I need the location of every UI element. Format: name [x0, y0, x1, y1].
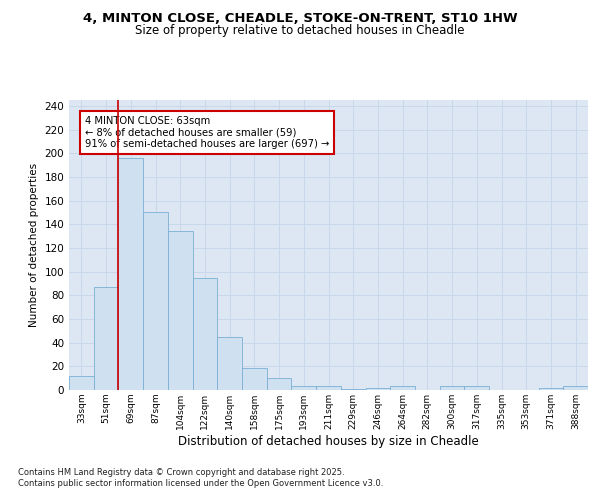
- Bar: [390, 386, 415, 390]
- Bar: [539, 388, 563, 390]
- Bar: [242, 368, 267, 390]
- Bar: [94, 287, 118, 390]
- Bar: [143, 212, 168, 390]
- Bar: [118, 158, 143, 390]
- Bar: [193, 278, 217, 390]
- Text: 4, MINTON CLOSE, CHEADLE, STOKE-ON-TRENT, ST10 1HW: 4, MINTON CLOSE, CHEADLE, STOKE-ON-TRENT…: [83, 12, 517, 26]
- Bar: [292, 386, 316, 390]
- Text: Contains HM Land Registry data © Crown copyright and database right 2025.
Contai: Contains HM Land Registry data © Crown c…: [18, 468, 383, 487]
- Bar: [464, 386, 489, 390]
- Bar: [316, 386, 341, 390]
- Bar: [365, 388, 390, 390]
- X-axis label: Distribution of detached houses by size in Cheadle: Distribution of detached houses by size …: [178, 434, 479, 448]
- Bar: [563, 386, 588, 390]
- Text: 4 MINTON CLOSE: 63sqm
← 8% of detached houses are smaller (59)
91% of semi-detac: 4 MINTON CLOSE: 63sqm ← 8% of detached h…: [85, 116, 329, 149]
- Bar: [69, 376, 94, 390]
- Bar: [267, 378, 292, 390]
- Y-axis label: Number of detached properties: Number of detached properties: [29, 163, 39, 327]
- Text: Size of property relative to detached houses in Cheadle: Size of property relative to detached ho…: [135, 24, 465, 37]
- Bar: [440, 386, 464, 390]
- Bar: [217, 336, 242, 390]
- Bar: [341, 389, 365, 390]
- Bar: [168, 232, 193, 390]
